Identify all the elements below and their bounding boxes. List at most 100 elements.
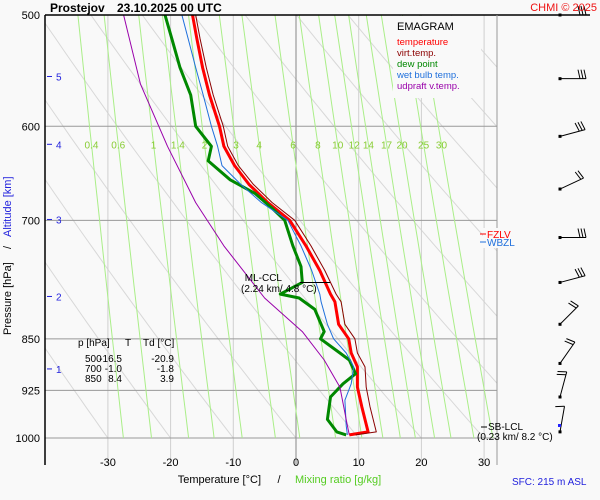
sb-lcl-value: (0.23 km/ 8.2 °C) xyxy=(477,432,553,443)
sb-lcl-label: SB-LCL xyxy=(488,422,523,433)
barb-staff xyxy=(559,406,566,432)
dry-adiabat xyxy=(193,15,497,384)
barb-flag xyxy=(574,268,580,278)
y-axis-label-altitude: Altitude [km] xyxy=(2,176,14,237)
temp-tick-label: -20 xyxy=(163,457,179,469)
mixing-ratio-line xyxy=(298,15,363,439)
dry-adiabat xyxy=(45,261,171,439)
mixing-ratio-label: 1 xyxy=(151,140,157,151)
temp-tick-label: -30 xyxy=(100,457,116,469)
temp-tick-label: 20 xyxy=(415,457,427,469)
wind-barb xyxy=(558,69,587,81)
wind-barb xyxy=(558,338,576,365)
pressure-tick-label: 1000 xyxy=(16,433,40,445)
legend-entry: wet bulb temp. xyxy=(396,70,459,81)
wind-barb xyxy=(558,267,586,284)
mixing-ratio-label: 17 xyxy=(381,140,393,151)
temp-tick-label: 30 xyxy=(478,457,490,469)
fzlv-label: FZLV xyxy=(487,230,511,241)
temp-tick-label: 10 xyxy=(353,457,365,469)
pressure-tick-label: 500 xyxy=(22,10,40,22)
dry-adiabat xyxy=(45,347,109,439)
dry-adiabat xyxy=(45,178,234,439)
altitude-tick-label: 4 xyxy=(56,140,62,151)
barb-station xyxy=(558,77,562,81)
copyright: CHMI © 2025 xyxy=(530,2,597,14)
pressure-tick-label: 700 xyxy=(22,215,40,227)
barb-staff xyxy=(559,341,576,364)
wind-barb xyxy=(558,170,584,191)
barb-flag xyxy=(583,5,587,16)
barb-flag xyxy=(583,69,587,79)
pressure-tick-label: 925 xyxy=(22,385,40,397)
table-header: p [hPa] xyxy=(78,338,110,349)
dry-adiabat xyxy=(45,22,360,439)
barb-staff xyxy=(559,305,579,325)
table-cell: 8.4 xyxy=(108,374,122,385)
mixing-ratio-label: 14 xyxy=(363,140,375,151)
altitude-tick-label: 2 xyxy=(56,292,62,303)
legend-entry: virt.temp. xyxy=(397,48,436,59)
barb-staff xyxy=(559,275,586,283)
legend-entry: udpraft v.temp. xyxy=(397,81,460,92)
barb-station xyxy=(558,395,562,399)
dry-adiabat xyxy=(90,15,422,439)
y-axis-label-sep: / xyxy=(2,245,14,249)
series-wet-bulb-temp- xyxy=(181,15,355,435)
legend-entry: temperature xyxy=(397,37,448,48)
table-cell: -1.0 xyxy=(105,364,123,375)
barb-staff xyxy=(559,129,586,137)
temp-tick-label: 0 xyxy=(293,457,299,469)
legend-box xyxy=(393,16,481,98)
sfc-label: SFC: 215 m ASL xyxy=(512,477,587,488)
table-cell: -20.9 xyxy=(151,354,174,365)
mixing-ratio-label: 1.4 xyxy=(171,140,185,151)
mixing-ratio-line xyxy=(103,15,152,439)
temp-tick-label: -10 xyxy=(225,457,241,469)
ml-ccl-label: ML-CCL xyxy=(245,273,283,284)
mixing-ratio-label: 12 xyxy=(349,140,361,151)
table-cell: 700 xyxy=(85,364,102,375)
mixing-ratio-line xyxy=(318,15,384,439)
mixing-ratio-label: 0.6 xyxy=(111,140,125,151)
station-name: Prostejov xyxy=(50,1,105,15)
dry-adiabat xyxy=(45,98,297,439)
barb-flag xyxy=(564,340,574,346)
level-label-bg xyxy=(483,228,523,248)
wind-barb xyxy=(555,405,566,434)
altitude-tick-label: 5 xyxy=(56,72,62,83)
barb-flag xyxy=(580,267,586,276)
barb-flag xyxy=(574,122,580,132)
wind-barb xyxy=(558,300,579,326)
mixing-ratio-line xyxy=(77,15,124,439)
mixing-ratio-line xyxy=(274,15,337,439)
barb-staff xyxy=(559,177,584,190)
barb-flag xyxy=(577,268,583,277)
series-dew-point xyxy=(163,15,358,437)
barb-station xyxy=(558,361,562,365)
table-cell: 500 xyxy=(85,354,102,365)
wind-barb xyxy=(558,228,587,240)
barb-flag xyxy=(574,171,582,180)
altitude-tick-label: 3 xyxy=(56,215,62,226)
ml-ccl-value: (2.24 km/ 4.8 °C) xyxy=(241,284,317,295)
barb-flag xyxy=(580,228,584,238)
barb-flag xyxy=(577,69,581,79)
table-header: T xyxy=(125,338,131,349)
wind-barb xyxy=(558,5,587,17)
wind-barbs xyxy=(555,5,587,434)
table-cell: -16.5 xyxy=(99,354,122,365)
barb-station xyxy=(558,430,562,434)
series-udpraft-v-temp- xyxy=(123,15,350,436)
legend-title: EMAGRAM xyxy=(397,21,454,33)
x-axis-label: Temperature [°C] xyxy=(178,474,261,486)
mixing-ratio-line xyxy=(365,15,436,439)
mixing-ratio-line xyxy=(218,15,276,439)
barb-station xyxy=(558,280,562,284)
mixing-ratio-line xyxy=(241,15,301,439)
barb-flag xyxy=(568,302,577,309)
mixing-ratio-label: 25 xyxy=(418,140,430,151)
barb-flag xyxy=(580,69,584,79)
